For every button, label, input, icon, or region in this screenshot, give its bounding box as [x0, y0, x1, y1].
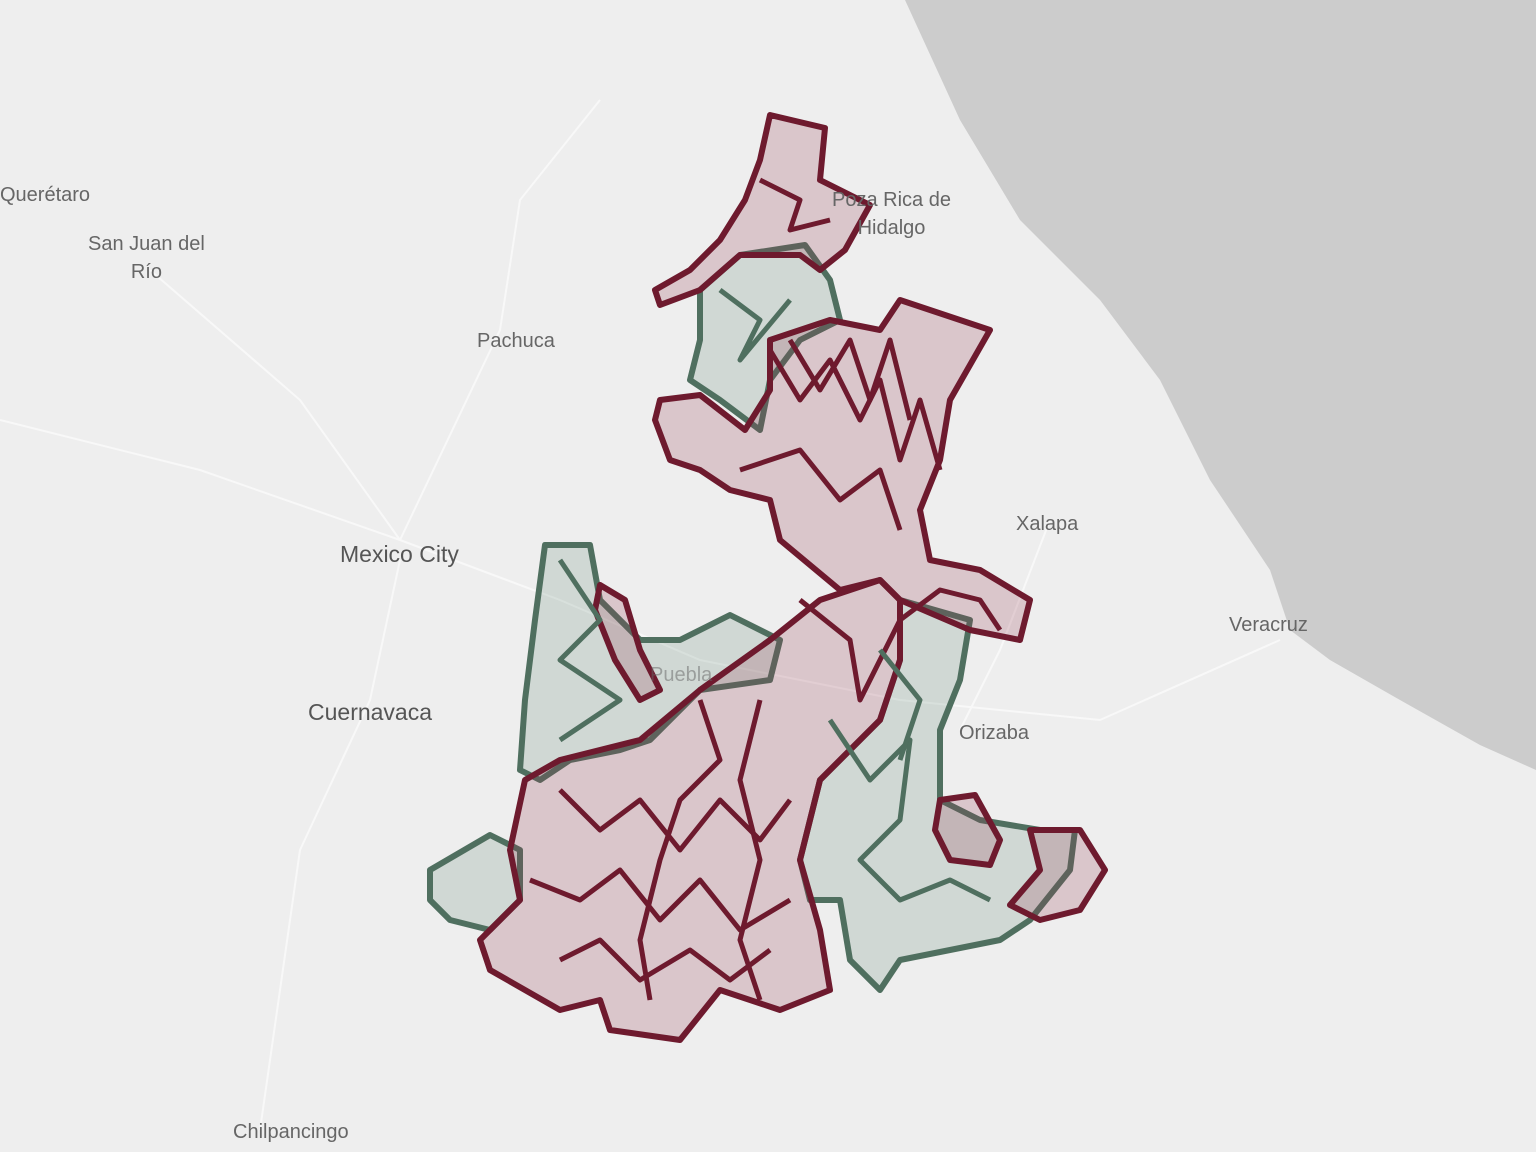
- municipal-boundaries: [529, 177, 1003, 1001]
- municipalities-category-a[interactable]: [477, 112, 1108, 1043]
- city-label-orizaba: Orizaba: [959, 722, 1030, 744]
- city-label-veracruz: Veracruz: [1229, 614, 1308, 636]
- city-label-puebla: Puebla: [650, 664, 713, 686]
- city-label-san-juan-del-rio: San Juan del Río: [88, 233, 205, 283]
- city-label-chilpancingo: Chilpancingo: [233, 1121, 349, 1143]
- city-label-queretaro: Querétaro: [0, 184, 91, 206]
- city-label-pachuca: Pachuca: [477, 330, 555, 352]
- city-label-cuernavaca: Cuernavaca: [308, 699, 433, 725]
- city-label-xalapa: Xalapa: [1016, 513, 1079, 535]
- gulf-of-mexico: [905, 0, 1536, 770]
- city-label-poza-rica: Poza Rica de Hidalgo: [832, 189, 951, 239]
- city-label-mexico-city: Mexico City: [340, 541, 459, 567]
